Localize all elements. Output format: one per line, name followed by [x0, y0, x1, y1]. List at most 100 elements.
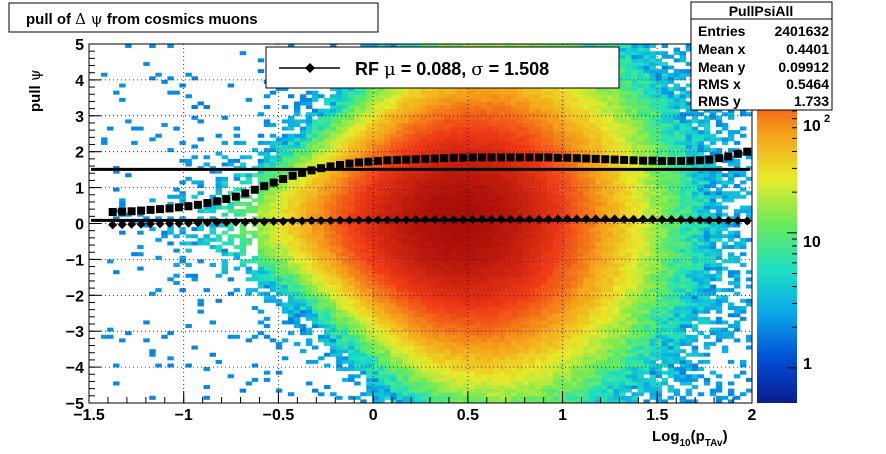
heatmap-cell	[426, 255, 433, 260]
heatmap-cell	[354, 341, 361, 346]
heatmap-cell	[336, 180, 343, 185]
heatmap-cell	[239, 237, 247, 242]
heatmap-cell	[426, 316, 433, 321]
heatmap-cell	[504, 262, 512, 267]
heatmap-cell	[408, 334, 415, 339]
heatmap-cell	[541, 130, 548, 135]
heatmap-cell	[541, 198, 548, 203]
heatmap-cell	[366, 173, 373, 178]
heatmap-cell	[492, 234, 500, 239]
heatmap-cell	[330, 191, 337, 196]
heatmap-cell	[480, 112, 488, 117]
heatmap-cell	[378, 87, 385, 92]
heatmap-cell	[468, 395, 476, 400]
heatmap-cell	[336, 176, 343, 181]
heatmap-cell	[396, 392, 403, 397]
heatmap-cell	[480, 130, 488, 135]
heatmap-cell	[541, 162, 548, 167]
heatmap-cell	[522, 205, 530, 210]
heatmap-cell	[269, 245, 277, 250]
heatmap-cell	[390, 122, 397, 127]
heatmap-cell	[420, 119, 427, 124]
heatmap-cell	[263, 334, 271, 339]
heatmap-cell	[293, 245, 301, 250]
heatmap-cell	[565, 212, 572, 217]
heatmap-cell	[450, 227, 458, 232]
heatmap-cell	[444, 101, 452, 106]
heatmap-cell	[366, 388, 373, 393]
heatmap-cell	[408, 151, 415, 156]
heatmap-cell	[504, 316, 512, 321]
heatmap-cell	[547, 230, 554, 235]
heatmap-cell	[330, 209, 337, 214]
heatmap-cell	[354, 345, 361, 350]
heatmap-cell	[251, 173, 259, 178]
heatmap-cell	[390, 191, 397, 196]
heatmap-cell	[516, 97, 524, 102]
heatmap-cell	[366, 234, 373, 239]
heatmap-cell	[408, 327, 415, 332]
heatmap-cell	[450, 122, 458, 127]
heatmap-cell	[486, 381, 494, 386]
heatmap-cell	[535, 119, 542, 124]
heatmap-cell	[528, 212, 536, 217]
heatmap-cell	[553, 191, 560, 196]
heatmap-cell	[528, 133, 536, 138]
heatmap-cell	[522, 255, 530, 260]
heatmap-cell	[541, 324, 548, 329]
heatmap-cell	[396, 187, 403, 192]
heatmap-cell	[474, 209, 482, 214]
heatmap-cell	[559, 316, 566, 321]
heatmap-cell	[239, 262, 247, 267]
heatmap-cell	[269, 122, 277, 127]
heatmap-cell	[348, 148, 355, 153]
heatmap-cell	[167, 331, 174, 336]
heatmap-cell	[516, 392, 524, 397]
heatmap-cell	[372, 367, 379, 372]
heatmap-cell	[492, 255, 500, 260]
heatmap-cell	[420, 284, 427, 289]
heatmap-cell	[269, 266, 277, 271]
heatmap-cell	[450, 381, 458, 386]
heatmap-cell	[541, 284, 548, 289]
heatmap-cell	[510, 90, 518, 95]
heatmap-cell	[516, 291, 524, 296]
heatmap-cell	[444, 313, 452, 318]
heatmap-cell	[559, 169, 566, 174]
heatmap-cell	[450, 334, 458, 339]
heatmap-cell	[522, 252, 530, 257]
heatmap-cell	[378, 284, 385, 289]
heatmap-cell	[390, 144, 397, 149]
heatmap-cell	[287, 313, 295, 318]
heatmap-cell	[215, 187, 222, 192]
heatmap-cell	[516, 270, 524, 275]
heatmap-cell	[245, 277, 253, 282]
heatmap-cell	[486, 122, 494, 127]
heatmap-cell	[384, 241, 391, 246]
heatmap-cell	[221, 176, 229, 181]
heatmap-cell	[420, 367, 427, 372]
heatmap-cell	[547, 255, 554, 260]
heatmap-cell	[372, 338, 379, 343]
heatmap-cell	[571, 385, 578, 390]
heatmap-cell	[390, 306, 397, 311]
heatmap-cell	[432, 162, 439, 167]
heatmap-cell	[565, 90, 572, 95]
heatmap-cell	[324, 288, 331, 293]
heatmap-cell	[480, 241, 488, 246]
heatmap-cell	[498, 334, 506, 339]
heatmap-cell	[468, 399, 476, 403]
heatmap-cell	[535, 252, 542, 257]
heatmap-cell	[444, 151, 452, 156]
heatmap-cell	[468, 377, 476, 382]
heatmap-cell	[384, 176, 391, 181]
heatmap-cell	[541, 262, 548, 267]
heatmap-cell	[480, 234, 488, 239]
heatmap-cell	[269, 191, 277, 196]
heatmap-cell	[541, 122, 548, 127]
heatmap-cell	[293, 273, 301, 278]
heatmap-cell	[420, 191, 427, 196]
heatmap-cell	[462, 184, 470, 188]
heatmap-cell	[480, 291, 488, 296]
heatmap-cell	[287, 255, 295, 260]
